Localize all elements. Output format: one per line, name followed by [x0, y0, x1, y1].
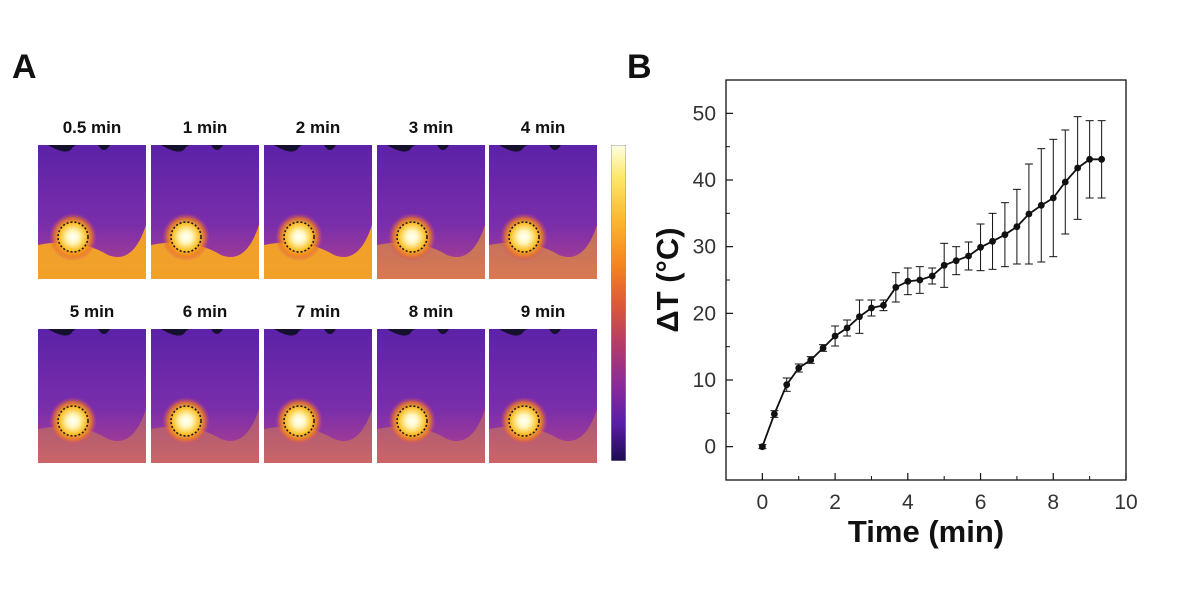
data-point — [1086, 155, 1094, 163]
data-point — [880, 301, 887, 309]
data-point — [940, 261, 948, 269]
thermal-image — [151, 329, 259, 463]
panel-a-label: A — [12, 48, 37, 86]
y-tick-label: 50 — [693, 102, 716, 125]
thermal-image — [264, 145, 372, 279]
thumbnail-time-label: 1 min — [182, 118, 228, 137]
y-tick-label: 40 — [693, 169, 716, 192]
temperature-colorbar — [611, 145, 626, 461]
x-tick-label: 6 — [975, 491, 987, 514]
y-tick-label: 30 — [693, 236, 716, 259]
series-line — [761, 158, 1102, 447]
data-point — [904, 277, 912, 285]
panel-b-label: B — [627, 48, 652, 86]
data-point — [892, 283, 900, 291]
y-tick-label: 10 — [693, 369, 716, 392]
x-tick-label: 10 — [1114, 491, 1137, 514]
thumbnail-time-label: 6 min — [182, 302, 228, 321]
x-tick-label: 8 — [1047, 491, 1059, 514]
x-tick-label: 0 — [757, 491, 769, 514]
thumbnail-time-label: 0.5 min — [62, 118, 122, 137]
thermal-image — [38, 145, 146, 279]
data-point — [856, 313, 863, 321]
data-point — [1001, 231, 1009, 239]
thumbnail-time-label: 5 min — [69, 302, 115, 321]
x-tick-label: 4 — [902, 491, 914, 514]
x-axis-label: Time (min) — [848, 514, 1004, 549]
data-point — [795, 364, 803, 372]
data-point — [1098, 155, 1106, 163]
data-point — [1037, 201, 1045, 209]
data-point — [965, 252, 972, 260]
thermal-image — [264, 329, 372, 463]
thumbnail-time-label: 7 min — [295, 302, 341, 321]
x-tick-label: 2 — [829, 491, 841, 514]
thumbnail-time-label: 8 min — [408, 302, 454, 321]
thermal-image — [489, 145, 597, 279]
y-tick-label: 0 — [704, 436, 716, 459]
temperature-chart: 0 2 4 6 8 10 0 10 20 30 40 50 Time (min) ΔT (°C) — [650, 79, 1138, 549]
data-point — [758, 443, 766, 451]
data-point — [783, 381, 791, 389]
data-point — [1025, 210, 1033, 218]
thermal-image — [151, 145, 259, 279]
data-point — [843, 324, 851, 332]
thumbnail-time-label: 9 min — [520, 302, 566, 321]
plot-frame — [725, 79, 1127, 481]
data-point — [1061, 178, 1069, 186]
thermal-image — [38, 329, 146, 463]
thumbnail-time-label: 2 min — [295, 118, 341, 137]
y-axis-label: ΔT (°C) — [650, 227, 685, 332]
data-point — [1013, 223, 1021, 231]
data-point — [770, 410, 778, 418]
thermal-image — [377, 145, 485, 279]
data-point — [807, 356, 815, 364]
thermal-image — [377, 329, 485, 463]
data-point — [1074, 164, 1082, 172]
data-point — [1049, 194, 1057, 202]
data-point — [831, 332, 839, 340]
data-point — [977, 243, 984, 251]
data-point — [928, 272, 936, 280]
data-point — [989, 237, 996, 245]
data-point — [952, 257, 960, 265]
data-point — [868, 304, 875, 312]
thumbnail-time-label: 4 min — [520, 118, 566, 137]
data-point — [819, 344, 827, 352]
thumbnail-time-label: 3 min — [408, 118, 454, 137]
data-point — [916, 276, 924, 284]
thermal-image — [489, 329, 597, 463]
y-tick-label: 20 — [693, 302, 716, 325]
